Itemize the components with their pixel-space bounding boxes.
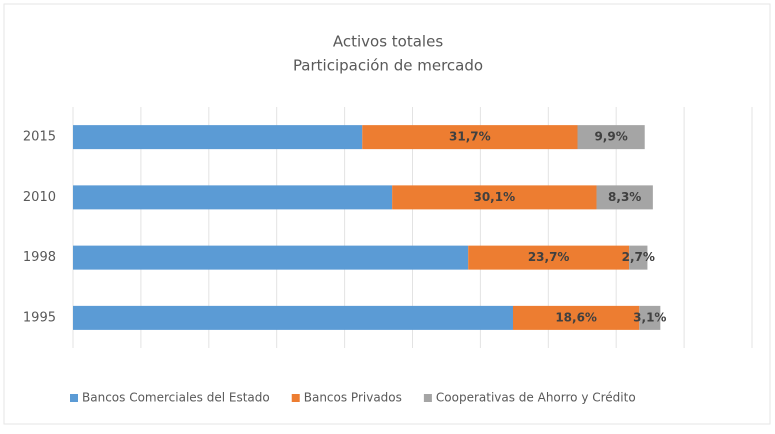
legend-swatch	[291, 394, 300, 402]
bar-segment	[596, 185, 653, 210]
bar-segment	[73, 305, 513, 330]
data-label: 3,1%	[633, 310, 666, 324]
y-tick-label: 2010	[23, 190, 56, 205]
data-label: 31,7%	[449, 130, 491, 144]
bar-segment	[73, 185, 393, 210]
bar-segment	[468, 245, 630, 270]
legend-label: Cooperativas de Ahorro y Crédito	[436, 391, 636, 405]
y-tick-label: 2015	[23, 130, 56, 145]
y-tick-label: 1995	[23, 310, 56, 325]
bar-segment	[73, 125, 363, 150]
bar-segment	[629, 245, 648, 270]
data-label: 9,9%	[594, 130, 627, 144]
legend-swatch	[70, 394, 78, 402]
y-tick-label: 1998	[23, 250, 56, 265]
data-label: 18,6%	[555, 310, 597, 324]
bar-segment	[577, 125, 645, 150]
bar-segment	[73, 245, 469, 270]
bar-segment	[392, 185, 597, 210]
data-label: 30,1%	[473, 190, 515, 204]
legend-swatch	[423, 394, 432, 402]
bar-segment	[512, 305, 640, 330]
data-label: 8,3%	[608, 190, 641, 204]
chart-subtitle: Participación de mercado	[293, 57, 483, 75]
bar-segment	[639, 305, 661, 330]
chart-frame	[3, 3, 771, 425]
data-label: 23,7%	[528, 250, 570, 264]
chart-title: Activos totales	[333, 33, 443, 51]
bar-segment	[362, 125, 578, 150]
legend-label: Bancos Comerciales del Estado	[82, 391, 270, 405]
data-label: 2,7%	[622, 250, 655, 264]
legend-label: Bancos Privados	[304, 391, 402, 405]
